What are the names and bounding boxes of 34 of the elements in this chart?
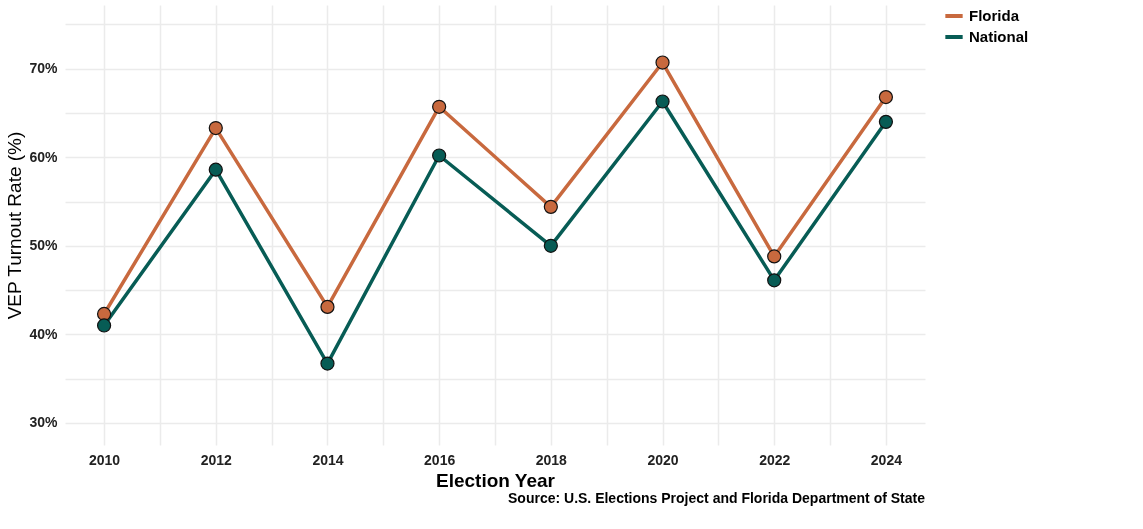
point [878,114,894,129]
x-tick-label: 2022 [759,451,791,468]
legend-label: Florida [969,7,1020,24]
x-tick-label: 2012 [200,451,233,468]
x-tick-label: 2016 [424,451,456,468]
point [320,356,335,371]
point [655,55,670,70]
point [767,273,782,288]
point [96,318,112,333]
y-tick-label: 50% [29,237,59,254]
point [96,306,112,322]
point [543,199,558,214]
point [767,249,782,264]
y-tick-label: 30% [29,414,59,431]
y-tick-label: 40% [29,325,59,342]
x-tick-label: 2024 [870,451,903,468]
legend-label: National [969,28,1029,45]
x-tick-label: 2010 [89,451,121,468]
point [208,120,223,136]
point [432,148,447,163]
x-tick-label: 2018 [535,451,568,468]
y-axis-title: VEP Turnout Rate (%) [4,131,26,320]
point [432,99,447,114]
source-note: Source: U.S. Elections Project and Florida Department of State [508,490,926,506]
point [543,238,558,253]
y-tick-label: 60% [29,148,59,165]
point [655,94,670,109]
point [320,299,335,314]
point [878,89,894,105]
x-tick-label: 2014 [312,451,344,468]
x-axis-title: Election Year [436,469,556,491]
x-tick-label: 2020 [647,451,679,468]
y-tick-label: 70% [29,60,59,77]
point [208,162,223,177]
